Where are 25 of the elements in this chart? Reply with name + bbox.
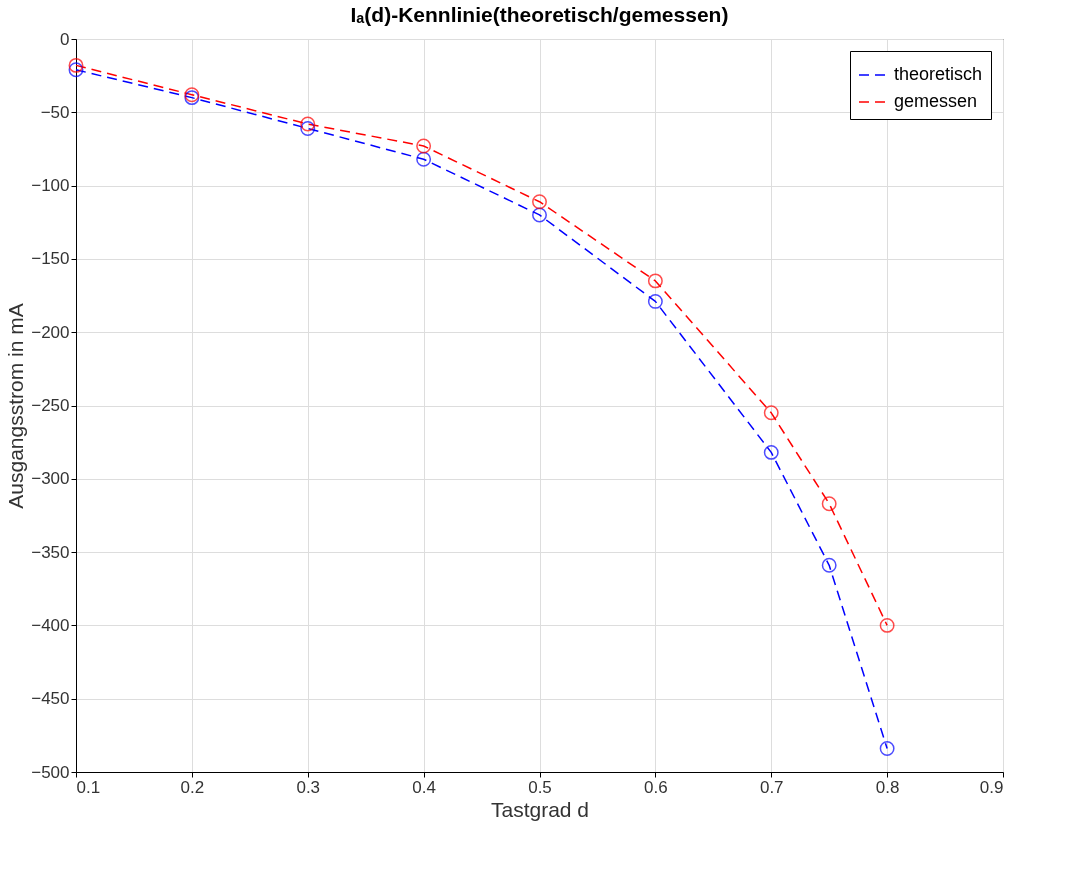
x-tick-label: 0.8 (875, 777, 900, 797)
y-tick-label: −400 (31, 615, 70, 635)
x-tick-label: 0.3 (296, 777, 321, 797)
x-tick-label: 0.6 (644, 777, 668, 797)
x-tick-label: 0.1 (76, 777, 101, 797)
x-axis-title: Tastgrad d (490, 797, 590, 821)
y-tick-label: −300 (31, 469, 70, 489)
x-tick-label: 0.2 (180, 777, 205, 797)
y-tick-label: −50 (40, 102, 70, 122)
y-tick-label: −450 (31, 689, 70, 709)
y-tick-label: −150 (31, 249, 70, 269)
legend-label: theoretisch (894, 64, 983, 84)
x-tick-label: 0.9 (979, 777, 1004, 797)
y-tick-label: −350 (31, 542, 70, 562)
x-tick-label: 0.5 (528, 777, 552, 797)
x-tick-label: 0.4 (412, 777, 436, 797)
legend-label: gemessen (894, 91, 978, 111)
y-tick-label: −200 (31, 322, 70, 342)
y-tick-label: 0 (60, 29, 70, 49)
x-tick-label: 0.7 (759, 777, 784, 797)
y-tick-label: −500 (31, 762, 70, 782)
y-axis-title: Ausgangsstrom in mA (4, 303, 28, 509)
y-tick-label: −250 (31, 396, 70, 415)
y-tick-label: −100 (31, 176, 70, 196)
chart-title: Iₐ(d)-Kennlinie(theoretisch/gemessen) (350, 3, 729, 26)
